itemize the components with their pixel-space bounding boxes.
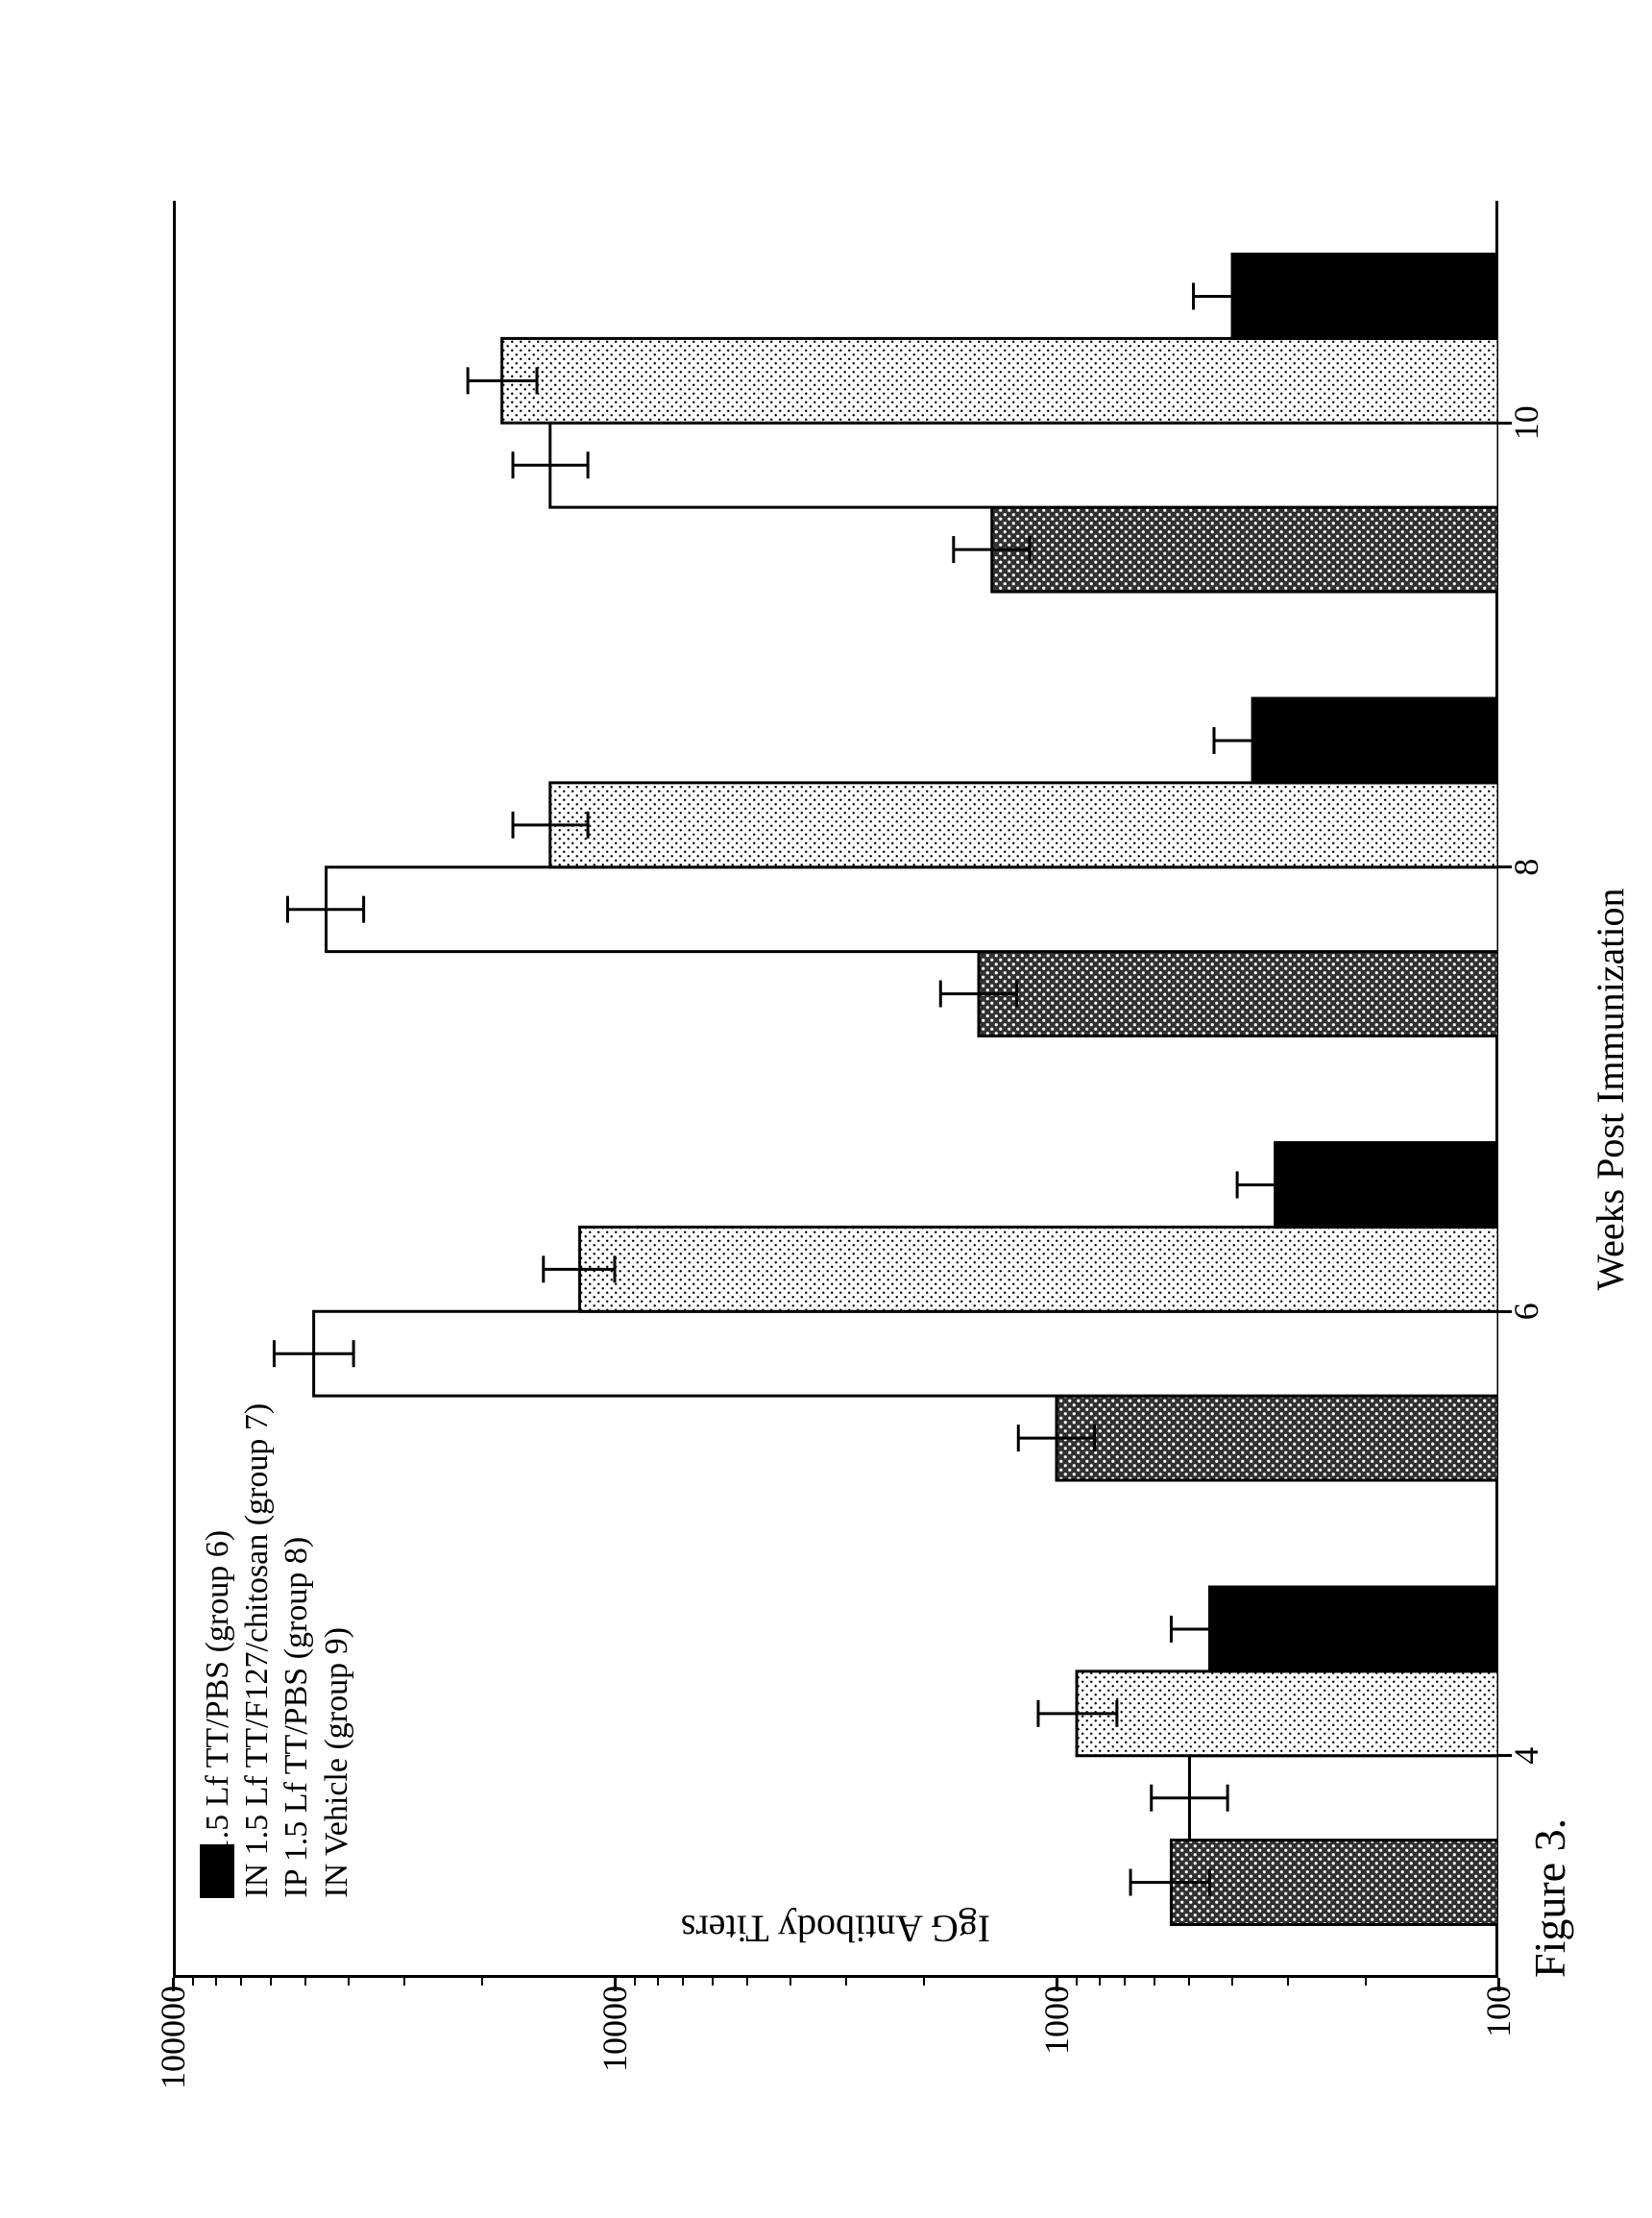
- axis-line: [1365, 1978, 1367, 1986]
- legend-swatch: [200, 1844, 234, 1898]
- figure-caption: Figure 3.: [1524, 1818, 1575, 1978]
- axis-line: [192, 1978, 194, 1986]
- bar: [1171, 1840, 1498, 1925]
- chart-plot-area: IgG Antibody Titers Weeks Post Immunizat…: [173, 201, 1498, 1978]
- legend-item: IN Vehicle (group 9): [319, 1403, 354, 1898]
- bar: [1077, 1671, 1498, 1756]
- legend-label: IN Vehicle (group 9): [319, 1627, 354, 1898]
- legend-item: IN 1.5 Lf TT/PBS (group 6): [200, 1403, 235, 1898]
- axis-line: [348, 1978, 350, 1986]
- plot-layer: 10010001000010000046810IN 1.5 Lf TT/PBS …: [173, 201, 1498, 1978]
- axis-line: [845, 1978, 847, 1986]
- bar: [979, 952, 1498, 1036]
- bar: [1210, 1587, 1498, 1671]
- x-axis-label: Weeks Post Immunization: [1588, 889, 1633, 1291]
- y-tick-label: 100000: [153, 1978, 193, 2089]
- y-tick-label: 100: [1478, 1978, 1518, 2037]
- x-tick-label: 8: [1498, 859, 1546, 876]
- axis-line: [481, 1978, 483, 1986]
- axis-line: [1287, 1978, 1289, 1986]
- bar: [550, 783, 1498, 867]
- page: IgG Antibody Titers Weeks Post Immunizat…: [0, 0, 1652, 2218]
- bar: [550, 423, 1498, 507]
- axis-line: [746, 1978, 748, 1986]
- x-tick-label: 6: [1498, 1303, 1546, 1320]
- bar: [1057, 1396, 1498, 1480]
- y-tick-label: 10000: [595, 1978, 635, 2072]
- axis-line: [1154, 1978, 1155, 1986]
- axis-line: [923, 1978, 925, 1986]
- legend-label: IN 1.5 Lf TT/PBS (group 6): [200, 1530, 235, 1898]
- x-tick-label: 4: [1498, 1747, 1546, 1765]
- x-tick-label: 10: [1498, 405, 1546, 440]
- legend-item: IN 1.5 Lf TT/F127/chitosan (group 7): [239, 1403, 275, 1898]
- axis-line: [712, 1978, 714, 1986]
- axis-line: [403, 1978, 405, 1986]
- bar: [1252, 698, 1498, 783]
- legend-label: IP 1.5 Lf TT/PBS (group 8): [279, 1537, 314, 1898]
- y-tick-label: 1000: [1036, 1978, 1077, 2055]
- bar: [1232, 255, 1498, 339]
- axis-line: [215, 1978, 217, 1986]
- bar: [580, 1227, 1498, 1311]
- axis-line: [1099, 1978, 1101, 1986]
- bar: [1189, 1756, 1498, 1840]
- axis-line: [240, 1978, 242, 1986]
- axis-line: [1231, 1978, 1233, 1986]
- axis-line: [1076, 1978, 1078, 1986]
- axis-line: [1124, 1978, 1126, 1986]
- axis-line: [634, 1978, 636, 1986]
- axis-line: [270, 1978, 272, 1986]
- bar: [327, 867, 1498, 952]
- bar: [314, 1311, 1498, 1396]
- axis-line: [1188, 1978, 1190, 1986]
- axis-line: [657, 1978, 659, 1986]
- bar: [502, 338, 1498, 423]
- legend-item: IP 1.5 Lf TT/PBS (group 8): [279, 1403, 314, 1898]
- axis-line: [304, 1978, 306, 1986]
- axis-line: [682, 1978, 684, 1986]
- legend: IN 1.5 Lf TT/PBS (group 6)IN 1.5 Lf TT/F…: [200, 1403, 355, 1898]
- axis-line: [790, 1978, 791, 1986]
- legend-label: IN 1.5 Lf TT/F127/chitosan (group 7): [239, 1403, 275, 1898]
- rotated-canvas: IgG Antibody Titers Weeks Post Immunizat…: [0, 0, 1652, 2218]
- bar: [992, 507, 1498, 592]
